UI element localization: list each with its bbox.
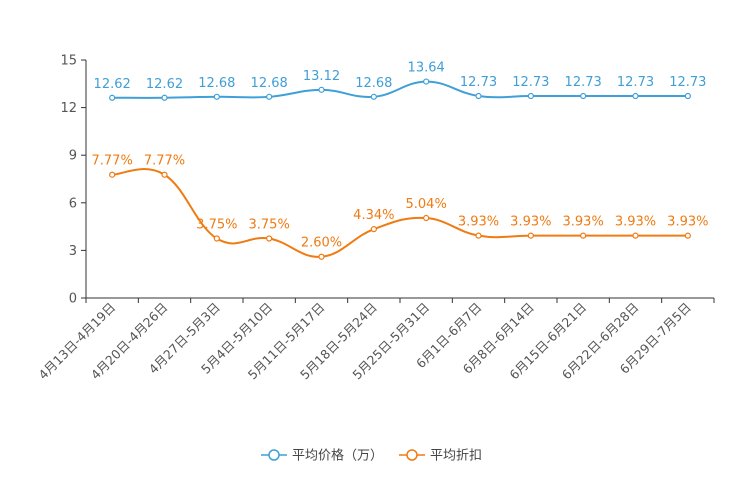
y-tick-label: 12 [60, 101, 77, 116]
y-tick-label: 6 [69, 196, 77, 211]
data-point [527, 92, 534, 100]
data-label: 7.77% [92, 154, 133, 169]
data-point [423, 214, 430, 222]
data-label: 12.73 [512, 75, 549, 90]
data-point [632, 232, 639, 239]
data-label: 3.93% [667, 215, 708, 230]
legend-label: 平均折扣 [430, 449, 482, 464]
legend-marker-icon [268, 449, 280, 461]
data-label: 13.12 [303, 69, 340, 84]
y-tick-label: 15 [60, 54, 77, 69]
series-line [112, 168, 688, 258]
data-point [266, 93, 273, 100]
data-point [318, 86, 325, 93]
data-label: 2.60% [301, 236, 342, 251]
chart-legend: 平均价格（万） 平均折扣 [261, 448, 482, 464]
data-label: 3.93% [510, 215, 551, 230]
data-point [370, 93, 377, 100]
data-label: 3.75% [249, 218, 290, 233]
data-label: 12.62 [146, 77, 183, 92]
data-point [109, 94, 116, 101]
data-label: 12.73 [565, 75, 602, 90]
legend-label: 平均价格（万） [292, 448, 383, 464]
legend-item-1: 平均价格（万） [261, 448, 383, 464]
data-label: 12.73 [669, 75, 706, 90]
data-label: 3.93% [458, 215, 499, 230]
data-point [213, 235, 220, 242]
y-tick-label: 0 [69, 292, 77, 307]
series-2: 7.77% 7.77% 3.75% 3.75% 2.60% 4.34% 5.04% 3.93%… [92, 154, 708, 260]
data-point [318, 253, 325, 260]
y-tick-label: 9 [69, 149, 77, 164]
data-label: 12.68 [251, 76, 288, 91]
data-label: 12.73 [617, 75, 654, 90]
data-point [527, 232, 534, 239]
legend-item-2: 平均折扣 [399, 449, 482, 464]
data-point [580, 92, 587, 100]
data-label: 13.64 [408, 61, 445, 76]
y-tick-label: 3 [69, 244, 77, 259]
data-point [684, 232, 691, 239]
data-label: 3.75% [196, 218, 237, 233]
data-point [423, 78, 430, 85]
data-point [161, 171, 168, 178]
data-point [580, 232, 587, 239]
data-point [370, 226, 377, 233]
data-label: 7.77% [144, 154, 185, 169]
data-point [684, 92, 691, 100]
data-label: 12.73 [460, 75, 497, 90]
data-label: 4.34% [353, 208, 394, 223]
data-point [266, 235, 273, 242]
chart-series-layer: 12.62 12.62 12.68 12.68 13.12 12.68 13.64 12.73… [92, 61, 708, 260]
data-point [213, 93, 220, 100]
series-1: 12.62 12.62 12.68 12.68 13.12 12.68 13.64 12.73… [94, 61, 706, 101]
data-label: 12.62 [94, 77, 131, 92]
data-point [475, 232, 482, 239]
data-label: 3.93% [563, 215, 604, 230]
legend-marker-icon [406, 449, 418, 461]
data-label: 5.04% [406, 197, 447, 212]
data-point [632, 92, 639, 100]
series-line [112, 80, 688, 99]
data-point [161, 94, 168, 101]
data-point [475, 92, 482, 100]
data-label: 12.68 [198, 76, 235, 91]
data-point [109, 171, 116, 178]
data-label: 3.93% [615, 215, 656, 230]
data-label: 12.68 [355, 76, 392, 91]
